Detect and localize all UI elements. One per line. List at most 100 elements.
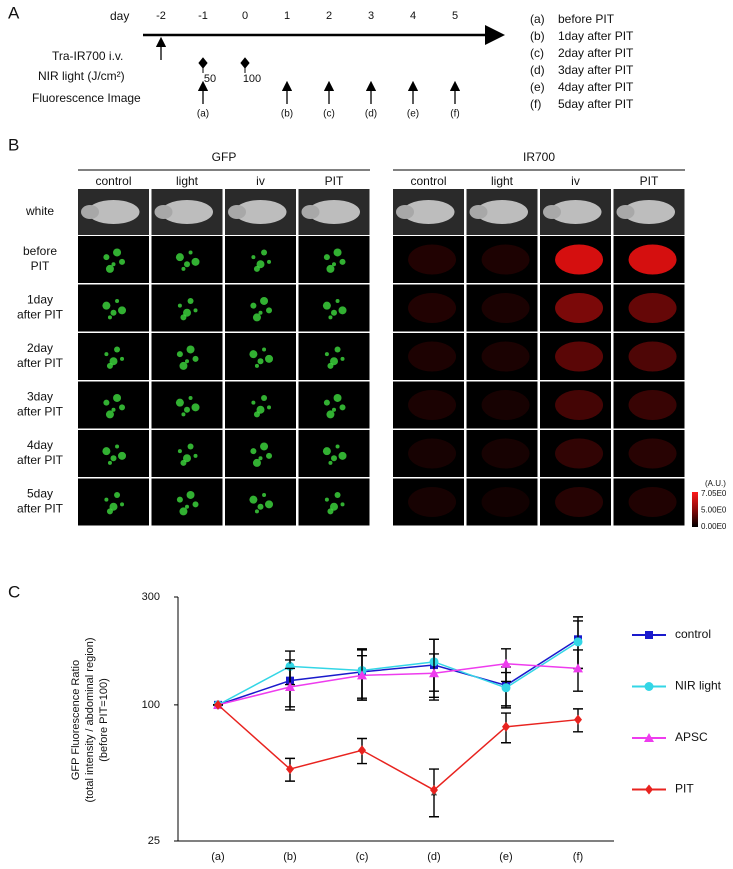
gfp-signal [115,444,120,449]
gfp-signal [183,454,191,463]
ir700-signal [555,438,604,469]
row-label: after PIT [17,453,64,467]
y-tick-label: 100 [142,699,160,711]
image-cell [613,430,685,477]
gfp-signal [119,258,126,265]
gfp-signal [104,497,109,502]
gfp-signal [260,442,269,451]
legend-text: before PIT [558,12,615,26]
gfp-signal [323,254,330,261]
mouse-head [301,205,320,219]
gfp-signal [102,301,111,310]
image-cell [225,284,296,332]
image-cell [393,430,464,477]
legend-marker [645,631,653,639]
gfp-signal [114,346,121,353]
ir700-signal [628,244,677,275]
mouse-silhouette [161,200,213,224]
column-label: PIT [640,174,659,188]
gfp-signal [105,264,114,273]
gfp-signal [252,458,261,467]
gfp-signal [111,262,116,267]
gfp-signal [262,492,267,497]
gfp-signal [328,315,333,320]
gfp-signal [181,266,186,271]
ir700-signal [555,341,604,372]
x-tick-label: (f) [573,851,583,863]
mouse-silhouette [623,200,675,224]
column-label: control [95,174,131,188]
panel-b: B GFP control light iv PIT IR700 control light iv… [8,135,727,531]
y-tick-label: 25 [148,835,160,847]
ir700-signal [408,390,457,420]
image-cell [225,478,296,526]
image-cell [540,430,611,477]
mouse-silhouette [476,200,528,224]
image-cell [78,333,149,380]
gfp-signal [110,455,117,462]
image-cell [613,284,685,332]
marker [214,699,222,710]
gfp-signal [180,314,187,321]
panel-label: B [8,135,19,154]
image-cell [393,284,464,332]
gfp-signal [179,361,188,370]
mouse-head [396,205,414,219]
gfp-signal [262,347,267,352]
gfp-signal [114,491,121,498]
gfp-signal [176,351,183,358]
image-cell [393,333,464,380]
ir700-signal [408,487,457,517]
marker [285,681,295,691]
gfp-signal [179,507,188,516]
gfp-signal [261,249,268,256]
row-label: after PIT [17,308,64,322]
image-cell [466,381,538,429]
image-cell [151,478,223,526]
marker [429,668,439,678]
panel-c: C 25 100 300 (a) (b) (c) (d) (e) (f) GFP Fluoresce… [8,582,722,862]
gfp-signal [106,362,113,369]
image-cell [78,236,149,283]
image-cell [151,284,223,332]
image-cell [613,478,685,526]
row-label: 3day [27,390,53,404]
gfp-signal [327,508,334,515]
ir700-signal [555,293,604,323]
gfp-signal [254,363,259,368]
gfp-signal [322,447,331,456]
gfp-signal [119,404,126,411]
group-label: IR700 [523,150,555,164]
marker [430,785,438,796]
gfp-signal [339,258,346,265]
legend-key: (c) [530,46,544,60]
gfp-signal [102,447,111,456]
gfp-signal [330,502,338,511]
gfp-signal [181,412,186,417]
gfp-signal [191,257,200,266]
axis-label: day [110,9,129,23]
image-label: (d) [365,109,377,120]
gfp-signal [113,393,122,402]
legend-marker [644,733,654,742]
mouse-silhouette [402,200,455,224]
image-cell [393,478,464,526]
gfp-signal [331,455,337,462]
gfp-signal [175,398,184,407]
marker [286,764,294,775]
ir700-signal [408,341,457,372]
gfp-signal [254,509,259,514]
legend-label: NIR light [675,679,722,693]
day-label: 4 [410,10,416,22]
row-label: after PIT [17,502,64,516]
gfp-signal [324,497,329,502]
image-label: (b) [281,109,293,120]
panel-label: C [8,582,20,601]
gfp-signal [251,255,256,260]
gfp-signal [186,490,195,499]
image-cell [613,333,685,380]
legend-key: (b) [530,29,545,43]
image-cell [151,381,223,429]
gfp-signal [253,265,260,272]
gfp-signal [253,411,260,418]
